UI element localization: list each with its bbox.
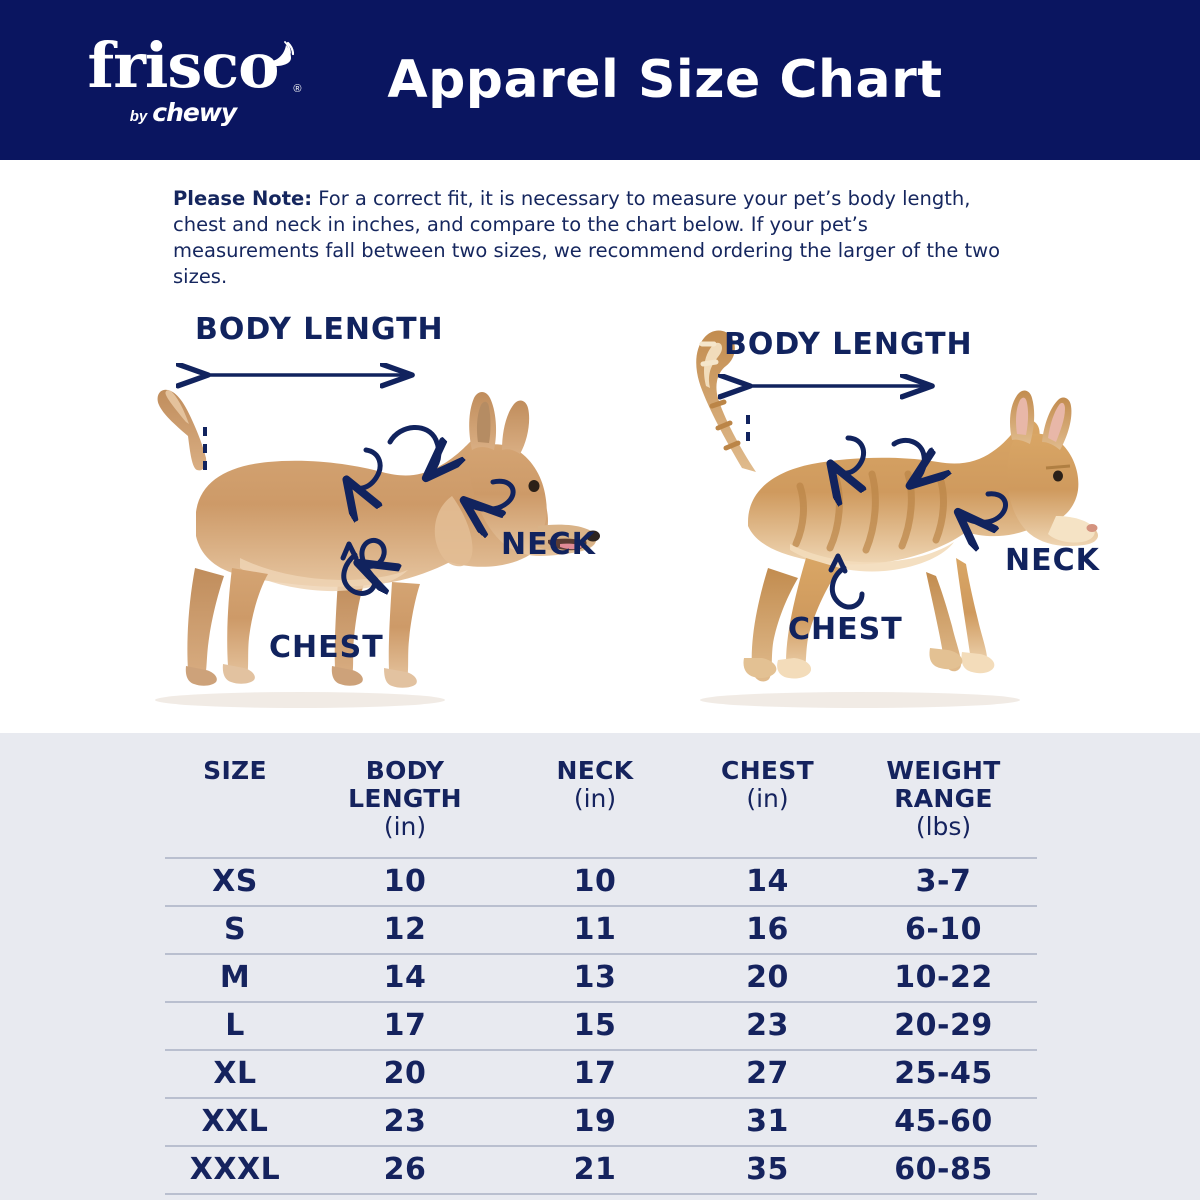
- cell-size: L: [225, 1008, 245, 1043]
- cell-neck: 11: [573, 912, 617, 947]
- cell-body-length: 23: [383, 1104, 427, 1139]
- cell-body-length: 12: [383, 912, 427, 947]
- column-header-chest-title: CHEST: [721, 756, 814, 785]
- column-header-neck-title: NECK: [556, 756, 634, 785]
- cell-chest: 16: [746, 912, 789, 947]
- cell-chest: 23: [746, 1008, 789, 1043]
- column-header-size: SIZE: [165, 745, 305, 858]
- column-header-size-title: SIZE: [203, 756, 267, 785]
- column-header-body-length-unit: (in): [383, 812, 427, 841]
- frisco-wordmark: frisco ®: [88, 35, 302, 97]
- cell-body-length: 26: [383, 1152, 427, 1187]
- cell-size: XXL: [201, 1104, 269, 1139]
- column-header-chest: CHEST (in): [685, 745, 850, 858]
- page-title: Apparel Size Chart: [387, 50, 943, 110]
- size-table-header-row: SIZE BODY LENGTH (in) NECK (in) CHEST (i…: [165, 745, 1037, 858]
- cell-chest: 27: [746, 1056, 789, 1091]
- frisco-logo[interactable]: frisco ® by chewy: [58, 26, 308, 136]
- cell-body-length: 20: [383, 1056, 427, 1091]
- cell-weight: 60-85: [894, 1152, 993, 1187]
- cat-chest-label: CHEST: [788, 612, 903, 647]
- dog-annotations: [205, 375, 516, 596]
- cell-weight: 45-60: [894, 1104, 993, 1139]
- please-note-label: Please Note:: [173, 187, 313, 210]
- cell-neck: 10: [573, 864, 617, 899]
- column-header-weight-range-title: WEIGHT RANGE: [886, 756, 1001, 813]
- cell-chest: 20: [746, 960, 789, 995]
- table-row[interactable]: XXL 23 19 31 45-60: [165, 1098, 1037, 1146]
- cell-size: M: [219, 960, 251, 995]
- table-row[interactable]: L 17 15 23 20-29: [165, 1002, 1037, 1050]
- cell-size: XXXL: [189, 1152, 281, 1187]
- cell-neck: 15: [573, 1008, 617, 1043]
- column-header-weight-range-unit: (lbs): [915, 812, 972, 841]
- cell-size: XS: [212, 864, 258, 899]
- cell-size: XL: [213, 1056, 257, 1091]
- size-table-panel: SIZE BODY LENGTH (in) NECK (in) CHEST (i…: [0, 733, 1200, 1200]
- cat-body-length-label: BODY LENGTH: [724, 327, 973, 362]
- cell-chest: 35: [746, 1152, 789, 1187]
- frisco-brand-text: frisco: [87, 29, 280, 102]
- cell-weight: 20-29: [894, 1008, 993, 1043]
- dog-chest-label: CHEST: [269, 630, 384, 665]
- cell-weight: 25-45: [894, 1056, 993, 1091]
- cell-weight: 3-7: [915, 864, 972, 899]
- cell-neck: 19: [573, 1104, 617, 1139]
- cell-weight: 10-22: [894, 960, 993, 995]
- table-row[interactable]: XS 10 10 14 3-7: [165, 858, 1037, 906]
- cell-neck: 17: [573, 1056, 617, 1091]
- cell-body-length: 17: [383, 1008, 427, 1043]
- please-note-paragraph: Please Note: For a correct fit, it is ne…: [173, 186, 1003, 290]
- table-row[interactable]: S 12 11 16 6-10: [165, 906, 1037, 954]
- table-row[interactable]: XL 20 17 27 25-45: [165, 1050, 1037, 1098]
- pet-illustration-svg: [155, 330, 1098, 708]
- table-row[interactable]: M 14 13 20 10-22: [165, 954, 1037, 1002]
- column-header-body-length-title: BODY LENGTH: [348, 756, 462, 813]
- chewy-wordmark: chewy: [152, 98, 237, 127]
- column-header-body-length: BODY LENGTH (in): [305, 745, 505, 858]
- cat-annotations: [748, 386, 1008, 610]
- cell-body-length: 14: [383, 960, 427, 995]
- column-header-neck-unit: (in): [573, 784, 617, 813]
- cell-chest: 31: [746, 1104, 789, 1139]
- column-header-weight-range: WEIGHT RANGE (lbs): [850, 745, 1037, 858]
- cell-body-length: 10: [383, 864, 427, 899]
- cell-neck: 13: [573, 960, 617, 995]
- page-header: frisco ® by chewy Apparel Size Chart: [0, 0, 1200, 160]
- column-header-chest-unit: (in): [746, 784, 789, 813]
- registered-mark: ®: [293, 83, 301, 95]
- dog-body-length-label: BODY LENGTH: [195, 312, 444, 347]
- size-table-body: XS 10 10 14 3-7 S 12 11 16 6-10 M 14 13: [165, 858, 1037, 1194]
- size-table: SIZE BODY LENGTH (in) NECK (in) CHEST (i…: [165, 745, 1037, 1195]
- cell-size: S: [223, 912, 247, 947]
- size-table-head: SIZE BODY LENGTH (in) NECK (in) CHEST (i…: [165, 745, 1037, 858]
- cell-chest: 14: [746, 864, 789, 899]
- cell-weight: 6-10: [904, 912, 983, 947]
- frisco-logo-sub: by chewy: [129, 98, 237, 127]
- frisco-tail-icon: [266, 41, 295, 66]
- measurement-illustrations: BODY LENGTH NECK CHEST BODY LENGTH NECK …: [0, 300, 1200, 733]
- table-row[interactable]: XXXL 26 21 35 60-85: [165, 1146, 1037, 1194]
- dog-neck-label: NECK: [501, 527, 596, 562]
- column-header-neck: NECK (in): [505, 745, 685, 858]
- cat-neck-label: NECK: [1005, 543, 1100, 578]
- logo-by-text: by: [129, 108, 148, 125]
- please-note-text: For a correct fit, it is necessary to me…: [173, 187, 1001, 288]
- cell-neck: 21: [573, 1152, 617, 1187]
